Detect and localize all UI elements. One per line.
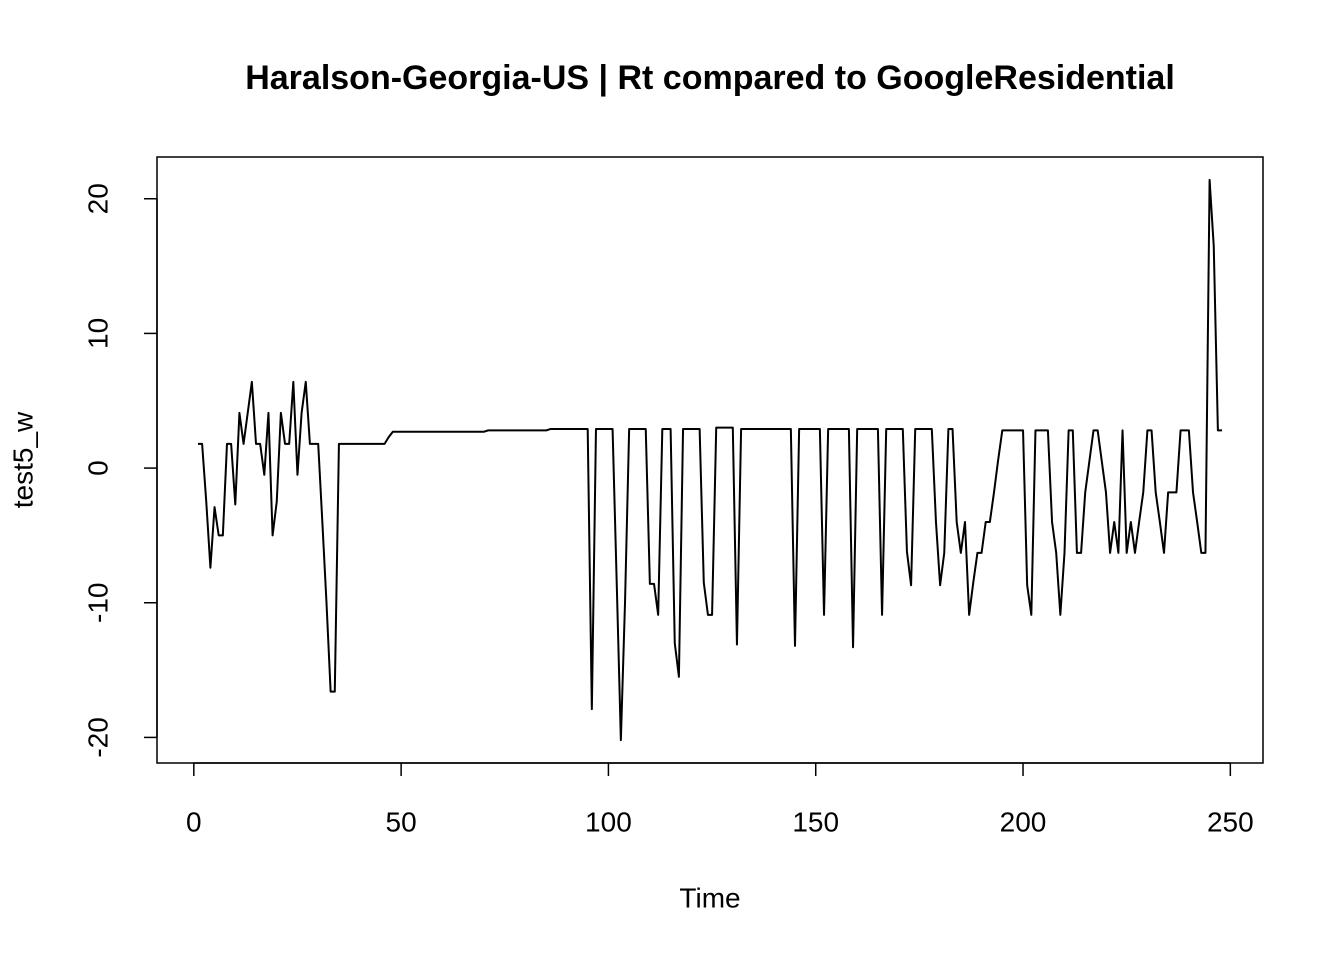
y-tick-label: -20 xyxy=(82,717,113,757)
x-tick-label: 100 xyxy=(585,806,632,837)
y-tick-label: -10 xyxy=(82,583,113,623)
data-line xyxy=(197,178,1223,742)
x-tick-label: 250 xyxy=(1207,806,1254,837)
x-axis-label: Time xyxy=(679,882,740,913)
y-tick-label: 0 xyxy=(82,460,113,476)
y-axis-label: test5_w xyxy=(7,411,38,508)
x-tick-label: 50 xyxy=(386,806,417,837)
y-tick-label: 10 xyxy=(82,318,113,349)
y-tick-label: 20 xyxy=(82,183,113,214)
chart-title: Haralson-Georgia-US | Rt compared to Goo… xyxy=(245,59,1175,97)
x-tick-label: 0 xyxy=(186,806,202,837)
x-tick-label: 150 xyxy=(792,806,839,837)
plot-box xyxy=(156,156,1264,764)
x-tick-label: 200 xyxy=(1000,806,1047,837)
